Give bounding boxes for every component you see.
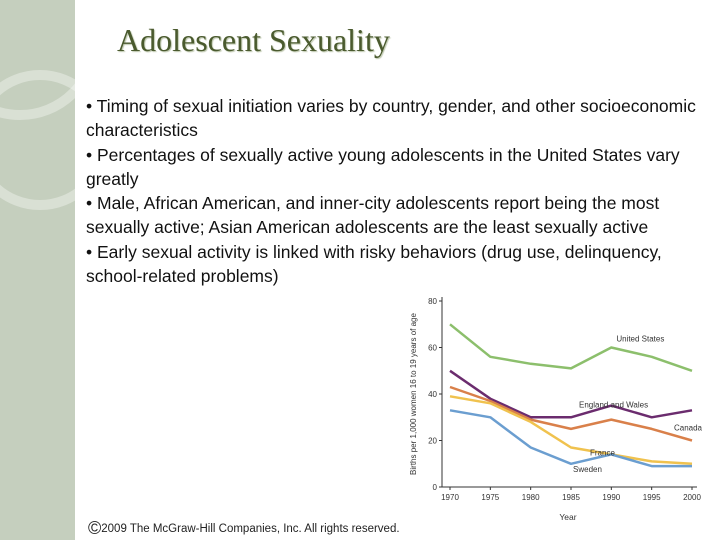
series-line-united-states xyxy=(449,323,693,372)
bullet-item: • Early sexual activity is linked with r… xyxy=(86,241,662,287)
y-tick-label: 60 xyxy=(428,344,437,353)
series-line-england-and-wales xyxy=(449,369,693,419)
sidebar-decoration xyxy=(0,0,75,540)
bullet-item: • Percentages of sexually active young a… xyxy=(86,144,680,189)
series-label: United States xyxy=(616,335,664,344)
series-label: France xyxy=(590,448,615,457)
series-line-canada xyxy=(449,385,693,442)
y-axis-title: Births per 1,000 women 16 to 19 years of… xyxy=(409,313,418,475)
decorative-ring xyxy=(0,70,75,210)
y-tick-label: 40 xyxy=(428,390,437,399)
series-label: England and Wales xyxy=(579,400,648,409)
copyright-symbol: © xyxy=(88,518,102,538)
x-tick-label: 1985 xyxy=(562,493,580,502)
y-tick-label: 0 xyxy=(433,483,438,492)
series-line-france xyxy=(449,395,693,466)
series-label: Canada xyxy=(674,424,703,433)
bullet-item: • Timing of sexual initiation varies by … xyxy=(86,96,696,141)
slide-title: Adolescent Sexuality xyxy=(117,22,390,58)
teen-birth-rate-chart: 0 20 40 60 80 1970 1975 1980 1985 1990 1995 2000 Yea… xyxy=(405,292,705,528)
x-tick-label: 1995 xyxy=(643,493,661,502)
y-tick-label: 80 xyxy=(428,297,437,306)
bullet-list: • Timing of sexual initiation varies by … xyxy=(86,94,706,288)
copyright-text: 2009 The McGraw-Hill Companies, Inc. All… xyxy=(101,523,400,535)
copyright-notice: ©2009 The McGraw-Hill Companies, Inc. Al… xyxy=(88,518,400,539)
bullet-item: • Male, African American, and inner-city… xyxy=(86,193,660,238)
series-line-sweden xyxy=(449,409,692,468)
x-tick-label: 1970 xyxy=(441,493,459,502)
x-tick-label: 1990 xyxy=(602,493,620,502)
series-label: Sweden xyxy=(573,465,602,474)
x-tick-label: 1980 xyxy=(522,493,540,502)
y-tick-label: 20 xyxy=(428,437,437,446)
x-tick-label: 2000 xyxy=(683,493,701,502)
x-tick-label: 1975 xyxy=(481,493,499,502)
x-axis-title: Year xyxy=(559,512,576,522)
